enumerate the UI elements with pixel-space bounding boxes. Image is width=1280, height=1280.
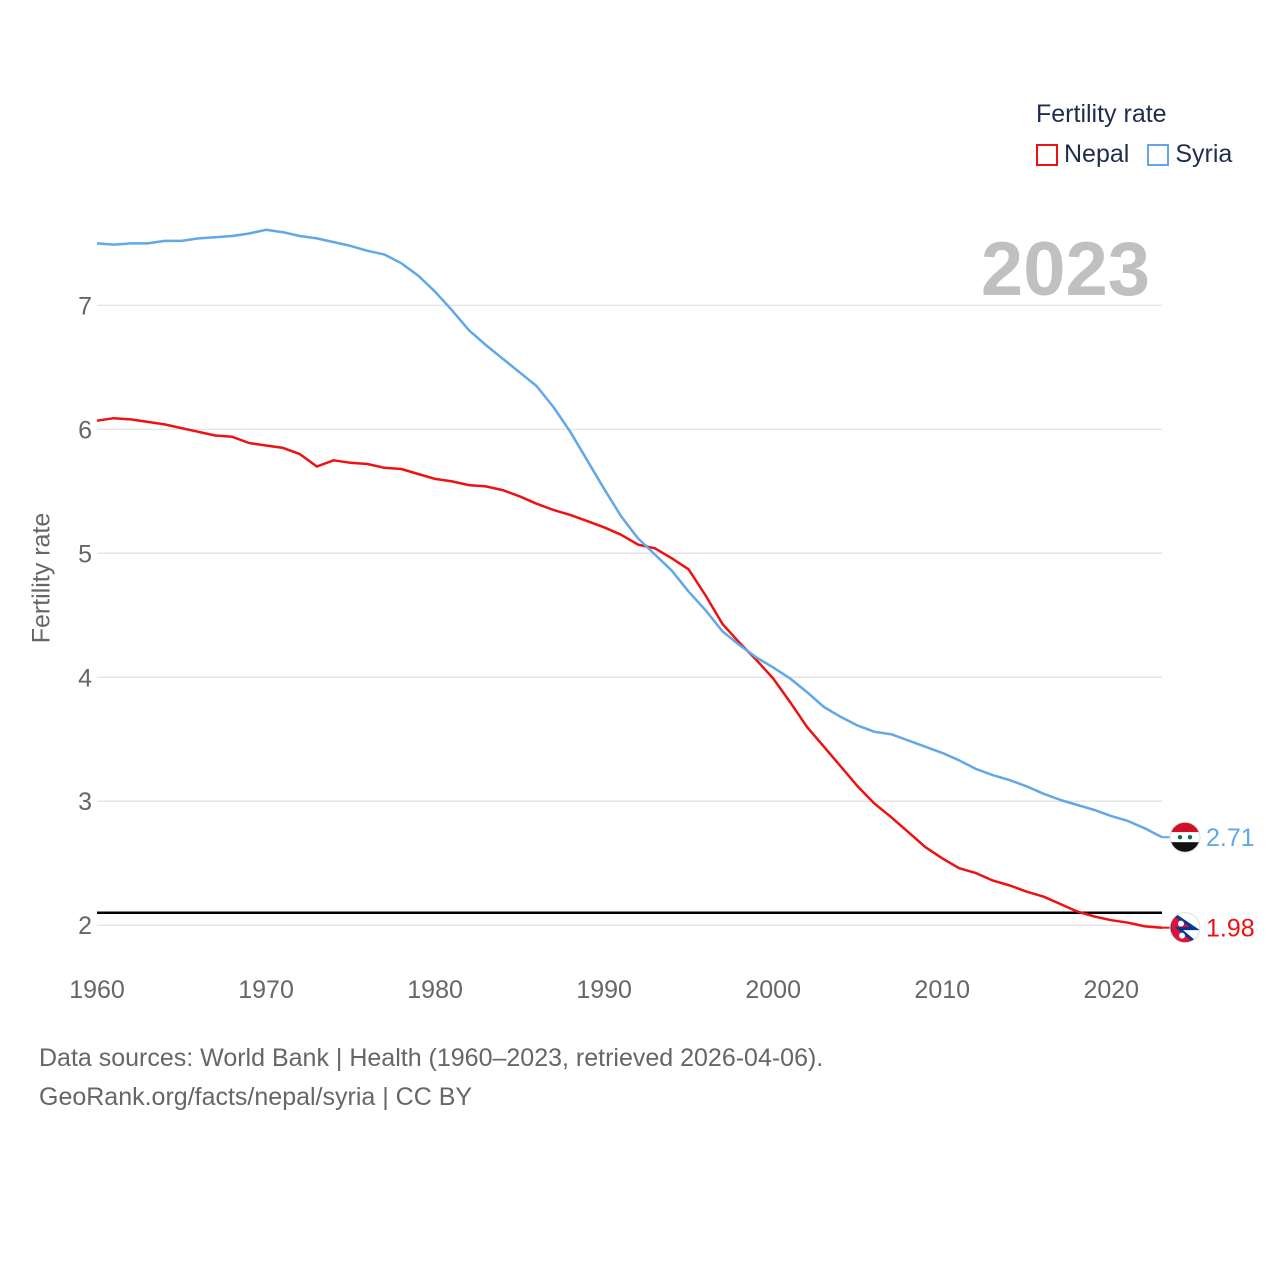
end-marker-layer: 1.98 2.71 (1162, 821, 1255, 944)
flag-star-1 (1177, 834, 1183, 840)
end-value-label-syria: 2.71 (1206, 824, 1255, 852)
legend-label-nepal: Nepal (1064, 140, 1130, 168)
y-axis-label: Fertility rate (27, 512, 56, 644)
legend-label-syria: Syria (1175, 140, 1233, 168)
flag-marker-syria (1169, 821, 1201, 853)
y-tick-label-4: 4 (78, 664, 92, 692)
x-tick-label-1960: 1960 (69, 976, 125, 1004)
legend: Nepal Syria (1036, 140, 1250, 169)
flag-sun (1179, 932, 1185, 939)
series-line-nepal (96, 416, 1163, 929)
x-tick-label-1980: 1980 (407, 976, 463, 1004)
x-tick-label-2020: 2020 (1083, 976, 1139, 1004)
series-line-syria (96, 228, 1163, 839)
flag-band-black (1170, 842, 1200, 853)
grid-layer (97, 304, 1162, 926)
footer-sources: Data sources: World Bank | Health (1960–… (39, 1044, 824, 1072)
flag-marker-nepal (1169, 912, 1201, 944)
y-tick-label-2: 2 (78, 912, 92, 940)
flag-moon (1178, 920, 1184, 927)
series-layer (96, 228, 1163, 929)
x-tick-label-1990: 1990 (576, 976, 632, 1004)
flag-outline-nepal (1169, 912, 1201, 944)
end-value-label-nepal: 1.98 (1206, 915, 1255, 943)
legend-title: Fertility rate (1036, 100, 1167, 128)
y-tick-label-7: 7 (78, 292, 92, 320)
x-tick-label-2000: 2000 (745, 976, 801, 1004)
legend-item-nepal[interactable]: Nepal (1036, 140, 1129, 169)
axis-tick-layer: 2 3 4 5 6 7 1960 1970 1980 1990 2000 2010 2020 (69, 292, 1139, 1004)
flag-band-white (1170, 832, 1200, 843)
flag-pennant (1170, 912, 1200, 943)
legend-item-syria[interactable]: Syria (1147, 140, 1232, 169)
flag-image-nepal (1170, 912, 1200, 943)
x-tick-label-1970: 1970 (238, 976, 294, 1004)
flag-outline-syria (1169, 821, 1201, 853)
legend-swatch-syria (1147, 143, 1170, 166)
flag-image-syria (1170, 822, 1200, 853)
y-tick-label-6: 6 (78, 416, 92, 444)
flag-band-red (1170, 822, 1200, 833)
y-tick-label-3: 3 (78, 788, 92, 816)
year-label: 2023 (980, 227, 1150, 312)
x-tick-label-2010: 2010 (914, 976, 970, 1004)
footer-attribution: GeoRank.org/facts/nepal/syria | CC BY (39, 1083, 473, 1111)
flag-star-2 (1187, 834, 1193, 840)
legend-swatch-nepal (1036, 143, 1058, 166)
y-tick-label-5: 5 (78, 540, 92, 568)
